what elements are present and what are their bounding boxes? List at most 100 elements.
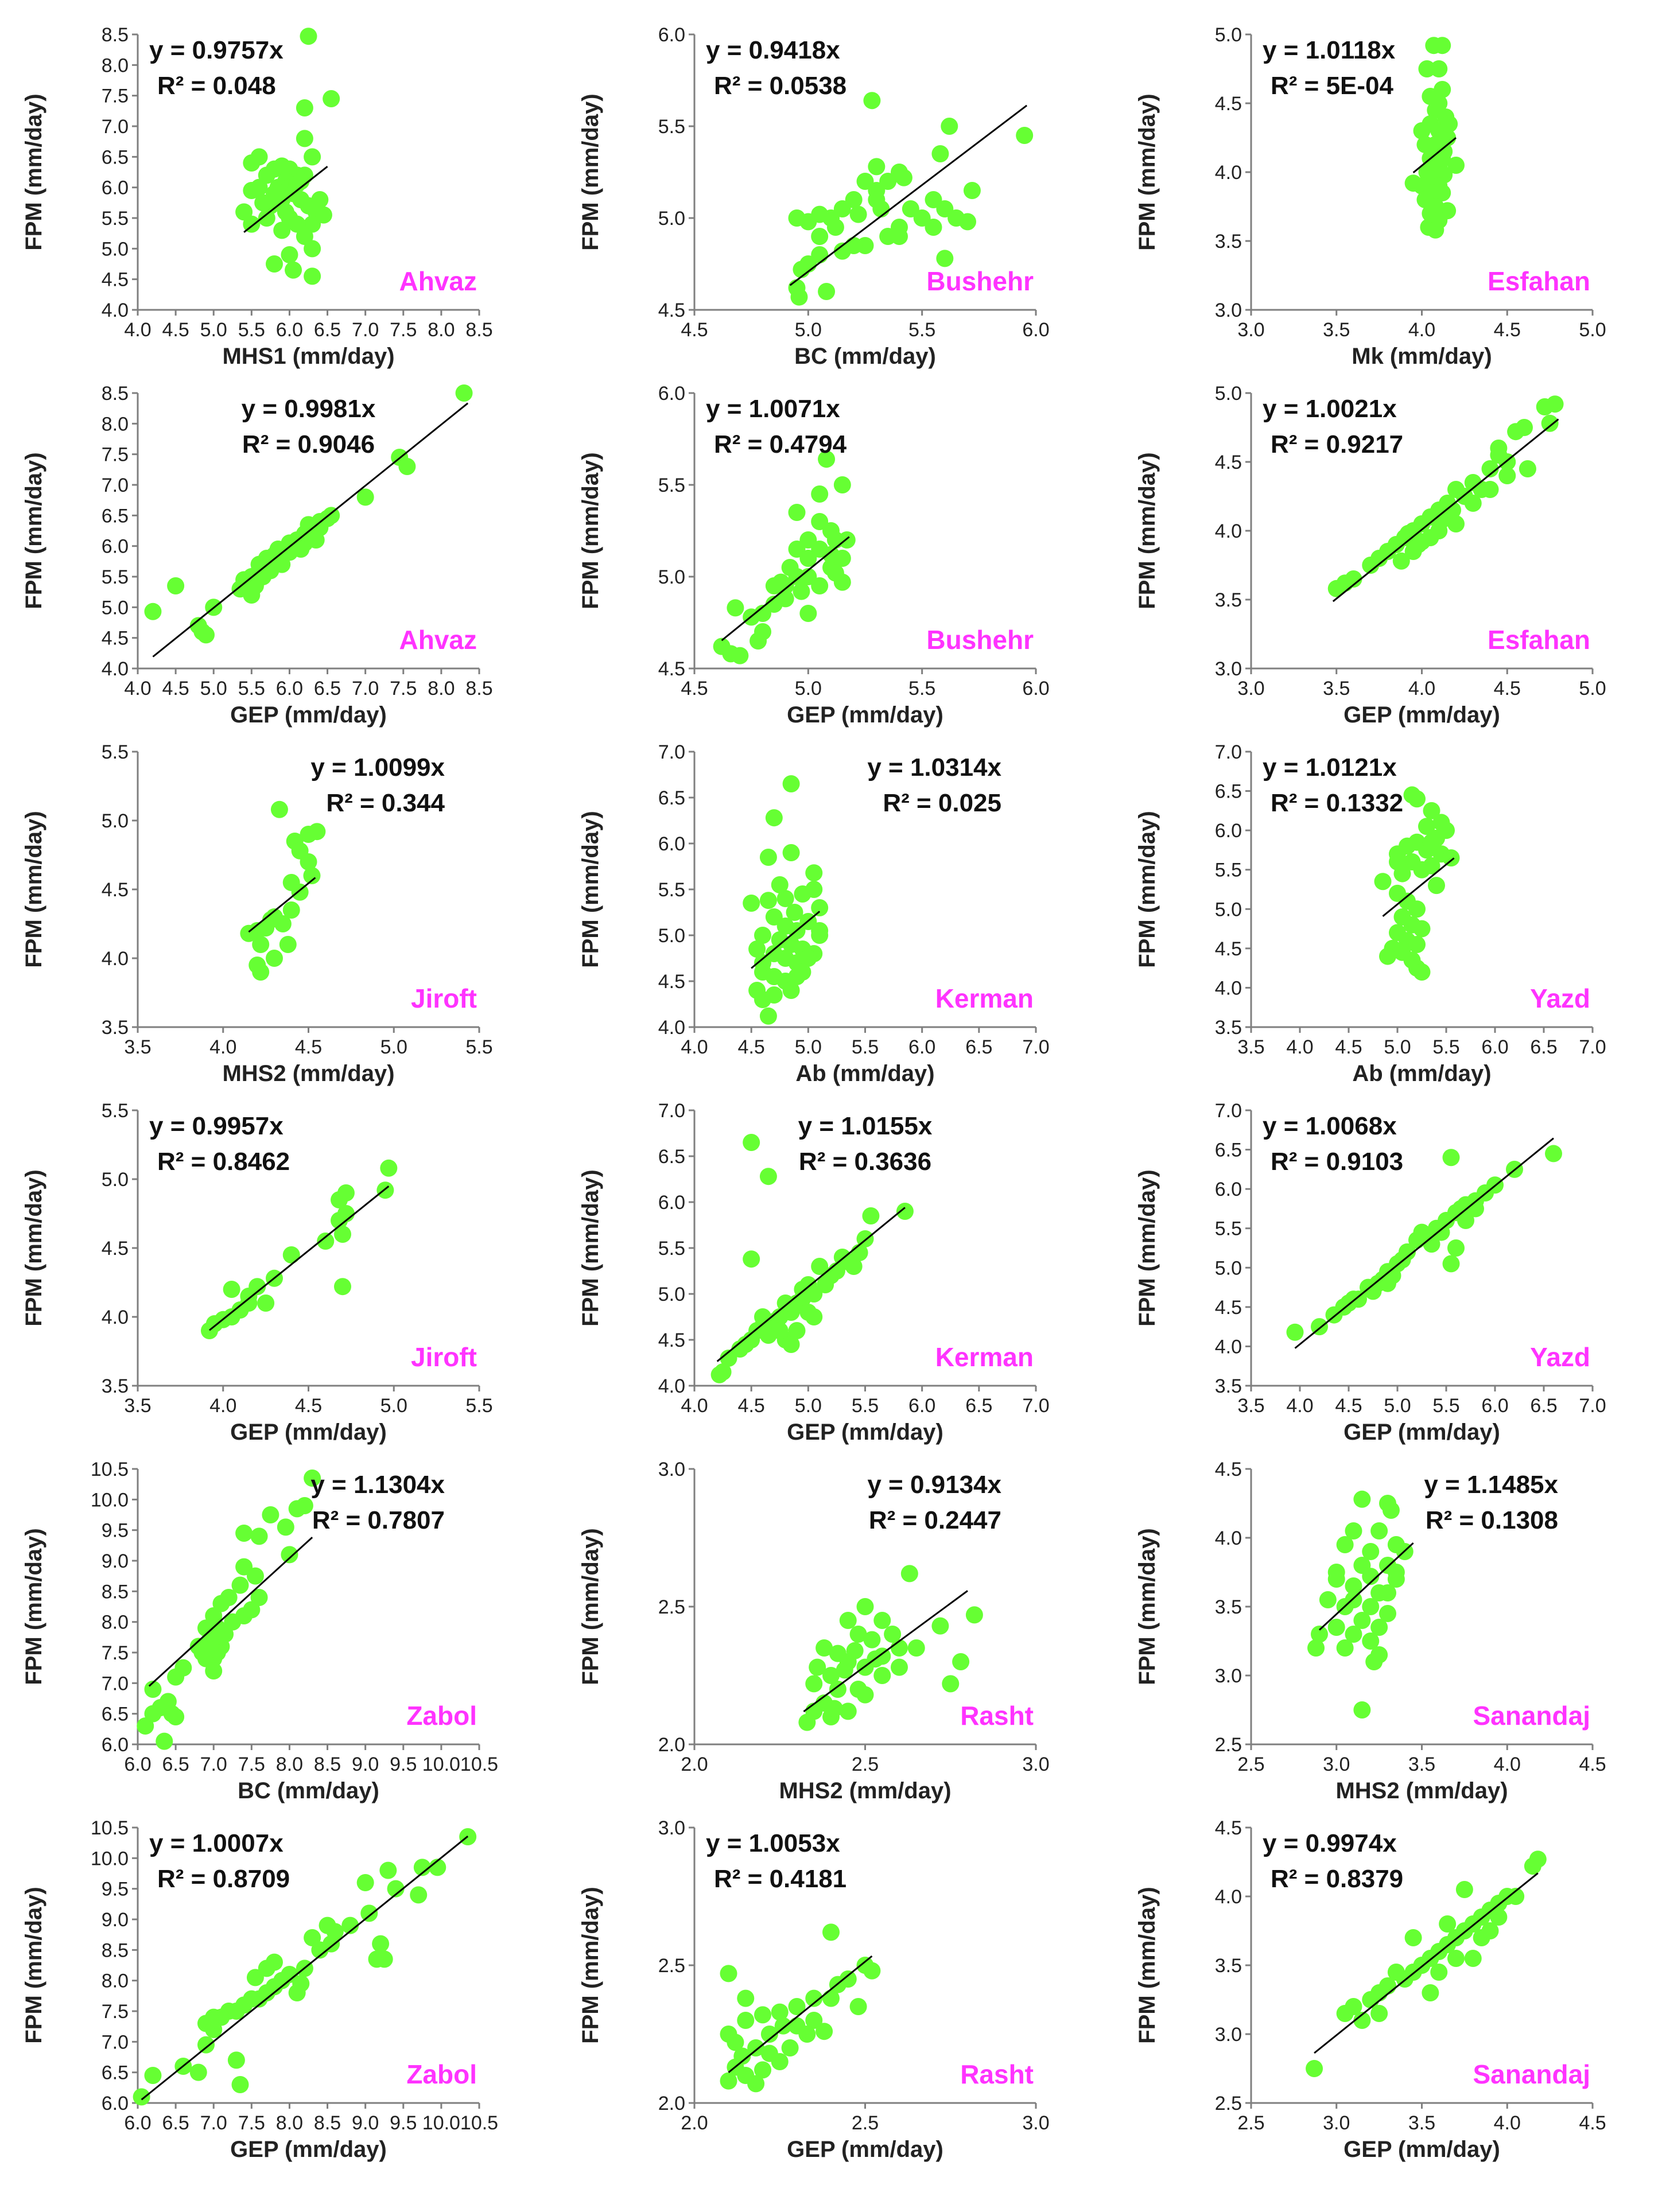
y-tick-label: 6.5 <box>102 505 129 527</box>
y-tick-label: 8.0 <box>102 55 129 76</box>
x-tick-label: 3.5 <box>1237 1395 1264 1417</box>
y-axis-title: FPM (mm/day) <box>1135 1528 1160 1685</box>
data-point <box>1413 963 1431 981</box>
data-point <box>873 1612 891 1629</box>
data-point <box>891 1658 908 1676</box>
data-point <box>727 599 744 617</box>
x-tick-label: 3.5 <box>1323 678 1350 699</box>
x-tick-label: 3.0 <box>1323 2112 1350 2134</box>
data-point <box>829 1681 846 1698</box>
data-point <box>1444 502 1462 519</box>
data-point <box>331 1212 348 1229</box>
x-tick-label: 6.5 <box>314 319 341 341</box>
data-point <box>1447 481 1465 498</box>
y-tick-label: 5.5 <box>658 475 685 496</box>
y-tick-label: 5.0 <box>102 597 129 619</box>
x-tick-label: 4.5 <box>162 678 189 699</box>
x-tick-label: 6.5 <box>965 1395 992 1417</box>
x-tick-label: 4.0 <box>681 1036 708 1058</box>
data-point <box>1362 1632 1380 1650</box>
y-axis-title: FPM (mm/day) <box>1135 452 1160 609</box>
x-axis-title: GEP (mm/day) <box>1343 702 1500 728</box>
data-point <box>1439 1915 1457 1933</box>
data-point <box>845 237 863 254</box>
y-tick-label: 4.0 <box>1215 1527 1242 1549</box>
data-point <box>1353 1612 1371 1629</box>
data-point <box>743 1134 760 1151</box>
data-point <box>759 1168 777 1185</box>
data-point <box>862 1207 880 1224</box>
data-point <box>1379 1605 1396 1622</box>
data-point <box>303 867 321 884</box>
regression-equation: y = 1.0121x <box>1263 753 1397 782</box>
data-point <box>1481 460 1499 477</box>
r-squared-label: R² = 0.048 <box>157 72 276 100</box>
x-tick-label: 4.5 <box>295 1036 322 1058</box>
y-tick-label: 4.5 <box>658 971 685 993</box>
chart-panel-12: 3.5 4.0 4.5 5.0 5.5 6.0 6.5 7.0 3.5 4.0 4.5 5.0 5.5 6… <box>1135 1100 1606 1445</box>
trend-line <box>1314 1872 1539 2054</box>
data-point <box>1418 818 1435 835</box>
data-point <box>1392 552 1410 570</box>
data-point <box>727 2034 744 2051</box>
data-point <box>282 1246 300 1264</box>
data-point <box>208 1619 226 1637</box>
r-squared-label: R² = 0.9103 <box>1271 1148 1403 1176</box>
r-squared-label: R² = 0.1332 <box>1271 789 1403 817</box>
data-point <box>311 191 329 208</box>
x-tick-label: 5.0 <box>795 678 822 699</box>
x-tick-label: 5.0 <box>1579 678 1606 699</box>
data-point <box>277 1518 294 1536</box>
data-point <box>281 246 298 263</box>
y-tick-label: 3.5 <box>102 1375 129 1397</box>
x-axis-title: GEP (mm/day) <box>787 702 943 728</box>
chart-panel-4: 4.0 4.5 5.0 5.5 6.0 6.5 7.0 7.5 8.0 8.5 4.0 4.5 5.0 5… <box>21 383 493 728</box>
y-tick-label: 4.0 <box>102 948 129 970</box>
data-point <box>959 213 976 231</box>
y-tick-label: 3.0 <box>1215 658 1242 680</box>
trend-line <box>209 1185 390 1331</box>
y-axis-title: FPM (mm/day) <box>578 94 603 250</box>
data-point <box>429 1859 446 1876</box>
y-tick-label: 6.0 <box>102 2093 129 2114</box>
data-point <box>1364 1282 1382 1300</box>
x-tick-label: 8.5 <box>465 319 492 341</box>
y-axis-title: FPM (mm/day) <box>578 1169 603 1326</box>
y-tick-label: 4.5 <box>1215 452 1242 473</box>
y-tick-label: 4.0 <box>102 300 129 321</box>
data-point <box>816 2023 833 2040</box>
data-point <box>720 1350 737 1367</box>
x-tick-label: 10.0 <box>422 2112 460 2134</box>
y-tick-label: 7.0 <box>1215 1100 1242 1122</box>
x-tick-label: 4.0 <box>209 1395 236 1417</box>
data-point <box>1319 1591 1337 1608</box>
trend-line <box>751 911 821 969</box>
y-tick-label: 7.5 <box>102 1642 129 1664</box>
x-axis-title: GEP (mm/day) <box>1343 1420 1500 1445</box>
data-point <box>1362 1598 1380 1615</box>
data-point <box>144 602 162 620</box>
x-axis-title: BC (mm/day) <box>794 344 936 369</box>
y-tick-label: 7.0 <box>102 1673 129 1694</box>
data-point <box>304 240 321 258</box>
y-tick-label: 4.5 <box>1215 1817 1242 1839</box>
data-point <box>809 1658 826 1676</box>
data-point <box>1442 849 1460 867</box>
data-point <box>1434 150 1451 167</box>
data-point <box>243 1601 261 1619</box>
data-point <box>167 577 185 594</box>
x-tick-label: 8.5 <box>314 2112 341 2134</box>
y-tick-label: 4.0 <box>102 1307 129 1328</box>
data-point <box>292 1975 310 1992</box>
y-axis-title: FPM (mm/day) <box>21 452 46 609</box>
data-point <box>856 1686 874 1704</box>
station-label: Kerman <box>935 983 1034 1013</box>
y-tick-label: 9.0 <box>102 1550 129 1572</box>
x-tick-label: 5.0 <box>200 319 227 341</box>
data-point <box>1387 1964 1405 1981</box>
data-point <box>282 901 300 919</box>
data-point <box>839 1612 857 1629</box>
x-tick-label: 9.0 <box>352 2112 379 2134</box>
chart-panel-16: 6.0 6.5 7.0 7.5 8.0 8.5 9.0 9.5 10.0 10.56.06.57.… <box>21 1817 498 2162</box>
data-point <box>833 476 851 493</box>
